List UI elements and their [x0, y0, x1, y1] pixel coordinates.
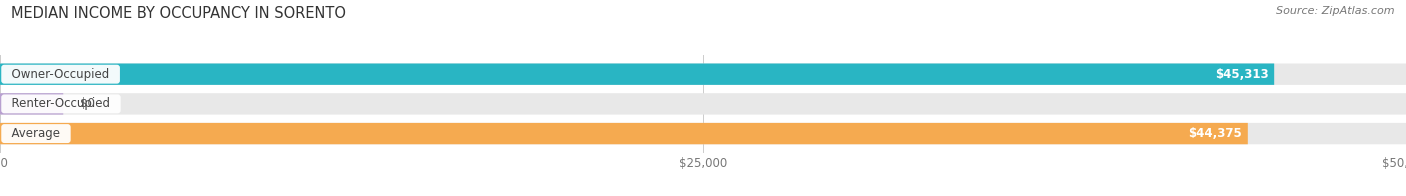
Text: Renter-Occupied: Renter-Occupied — [4, 97, 118, 110]
Text: Owner-Occupied: Owner-Occupied — [4, 68, 117, 81]
FancyBboxPatch shape — [0, 64, 1274, 85]
FancyBboxPatch shape — [0, 123, 1247, 144]
Text: Source: ZipAtlas.com: Source: ZipAtlas.com — [1277, 6, 1395, 16]
Text: Average: Average — [4, 127, 67, 140]
FancyBboxPatch shape — [0, 93, 1406, 115]
FancyBboxPatch shape — [0, 123, 1406, 144]
FancyBboxPatch shape — [0, 93, 63, 115]
Text: $45,313: $45,313 — [1215, 68, 1268, 81]
Text: $44,375: $44,375 — [1188, 127, 1243, 140]
Text: $0: $0 — [80, 97, 96, 110]
Text: MEDIAN INCOME BY OCCUPANCY IN SORENTO: MEDIAN INCOME BY OCCUPANCY IN SORENTO — [11, 6, 346, 21]
FancyBboxPatch shape — [0, 64, 1406, 85]
